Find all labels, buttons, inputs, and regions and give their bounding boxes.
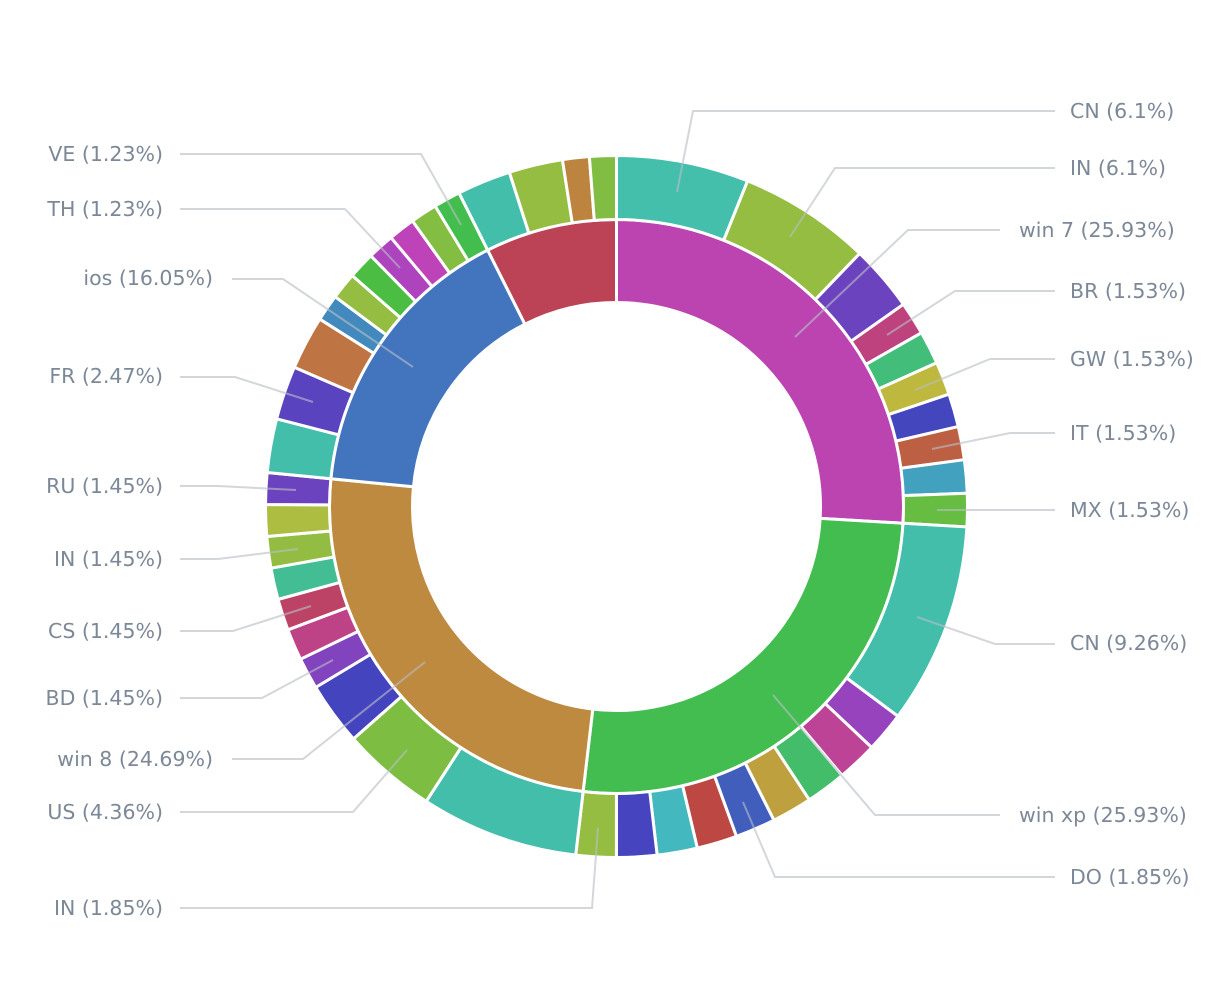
data-label-ios: ios (16.05%) bbox=[83, 266, 213, 290]
label-connector-cn bbox=[676, 110, 1055, 193]
data-label-th: TH (1.23%) bbox=[46, 197, 163, 221]
label-connector-fr bbox=[180, 376, 314, 403]
label-connector-win-8 bbox=[232, 661, 426, 760]
data-label-in: IN (6.1%) bbox=[1070, 156, 1166, 180]
outer-slice-unlabeled[interactable] bbox=[264, 502, 333, 538]
label-connector-us bbox=[180, 749, 408, 813]
label-connector-win-xp bbox=[772, 694, 1000, 816]
data-label-ru: RU (1.45%) bbox=[46, 474, 163, 498]
data-label-us: US (4.36%) bbox=[47, 800, 163, 824]
data-label-cn: CN (9.26%) bbox=[1070, 631, 1187, 655]
label-connector-br bbox=[886, 290, 1055, 336]
label-connector-in bbox=[789, 167, 1055, 238]
data-label-win-xp: win xp (25.93%) bbox=[1019, 803, 1187, 827]
label-connector-ru bbox=[180, 485, 297, 491]
data-label-gw: GW (1.53%) bbox=[1070, 347, 1194, 371]
label-connector-it bbox=[931, 432, 1055, 450]
data-label-mx: MX (1.53%) bbox=[1070, 498, 1189, 522]
label-connectors bbox=[180, 110, 1055, 909]
data-labels: win 7 (25.93%) win xp (25.93%) win 8 (24.6… bbox=[46, 99, 1194, 920]
data-label-ve: VE (1.23%) bbox=[48, 142, 163, 166]
data-label-bd: BD (1.45%) bbox=[46, 686, 164, 710]
label-connector-do bbox=[742, 801, 1055, 878]
outer-ring bbox=[264, 154, 969, 860]
data-label-in: IN (1.45%) bbox=[54, 547, 163, 571]
label-connector-win-7 bbox=[794, 229, 1000, 338]
label-connector-in bbox=[180, 827, 599, 909]
label-connector-cn bbox=[916, 616, 1055, 645]
data-label-cs: CS (1.45%) bbox=[48, 619, 163, 643]
outer-slice-unlabeled[interactable] bbox=[587, 154, 618, 222]
data-label-it: IT (1.53%) bbox=[1070, 421, 1176, 445]
data-label-do: DO (1.85%) bbox=[1070, 865, 1190, 889]
data-label-win-7: win 7 (25.93%) bbox=[1019, 218, 1175, 242]
outer-slice-unlabeled[interactable] bbox=[614, 790, 659, 860]
label-connector-th bbox=[180, 208, 401, 269]
label-connector-in bbox=[180, 548, 299, 560]
label-connector-ios bbox=[232, 278, 414, 368]
label-connector-cs bbox=[180, 605, 312, 632]
data-label-cn: CN (6.1%) bbox=[1070, 99, 1174, 123]
data-label-in: IN (1.85%) bbox=[54, 896, 163, 920]
label-connector-ve bbox=[180, 153, 462, 226]
label-connector-bd bbox=[180, 659, 334, 699]
data-label-win-8: win 8 (24.69%) bbox=[57, 747, 213, 771]
data-label-fr: FR (2.47%) bbox=[49, 364, 163, 388]
inner-ring bbox=[328, 218, 905, 795]
data-label-br: BR (1.53%) bbox=[1070, 279, 1186, 303]
label-connector-gw bbox=[914, 358, 1055, 391]
